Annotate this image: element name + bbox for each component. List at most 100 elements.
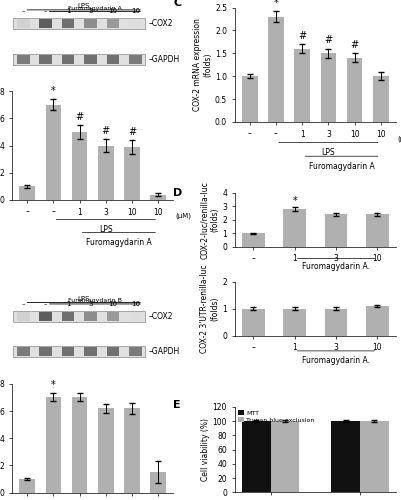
- Bar: [283, 209, 305, 247]
- Text: (μM): (μM): [397, 136, 401, 142]
- Text: 1: 1: [66, 301, 70, 307]
- Text: 3: 3: [88, 301, 93, 307]
- Bar: [72, 132, 87, 200]
- Bar: [150, 472, 166, 492]
- Bar: [84, 347, 97, 356]
- Bar: [330, 421, 359, 492]
- Bar: [62, 347, 74, 356]
- Bar: [270, 421, 298, 492]
- Bar: [17, 54, 29, 64]
- Text: –GAPDH: –GAPDH: [148, 347, 180, 356]
- Text: #: #: [298, 30, 306, 40]
- Bar: [365, 214, 388, 247]
- Bar: [129, 20, 141, 28]
- Text: –: –: [44, 8, 47, 14]
- Bar: [241, 309, 264, 336]
- Bar: [106, 20, 119, 28]
- Text: Furomagydarin A.: Furomagydarin A.: [301, 356, 369, 365]
- Bar: [17, 20, 29, 28]
- Bar: [17, 347, 29, 356]
- Bar: [320, 54, 335, 122]
- Text: E: E: [173, 400, 180, 410]
- Text: LPS: LPS: [99, 225, 112, 234]
- Bar: [13, 18, 145, 29]
- Bar: [346, 58, 362, 122]
- Legend: MTT, Trypan blue exclusion: MTT, Trypan blue exclusion: [237, 410, 314, 423]
- Bar: [267, 16, 283, 122]
- Text: –: –: [22, 8, 25, 14]
- Bar: [324, 309, 346, 336]
- Text: Furomagydarin A: Furomagydarin A: [68, 6, 122, 10]
- Text: –GAPDH: –GAPDH: [148, 54, 180, 64]
- Bar: [72, 398, 87, 492]
- Text: 10: 10: [130, 301, 140, 307]
- Bar: [13, 311, 145, 322]
- Bar: [106, 312, 119, 321]
- Text: *: *: [292, 196, 296, 205]
- Bar: [84, 20, 97, 28]
- Bar: [98, 408, 113, 492]
- Text: #: #: [324, 35, 332, 45]
- Text: #: #: [350, 40, 358, 50]
- Bar: [39, 54, 52, 64]
- Bar: [372, 76, 388, 122]
- Bar: [241, 234, 264, 247]
- Text: Furomagydarin A.: Furomagydarin A.: [301, 262, 369, 272]
- Text: *: *: [273, 0, 278, 8]
- Y-axis label: Cell viability (%): Cell viability (%): [200, 418, 209, 481]
- Text: 10: 10: [108, 301, 117, 307]
- Text: Furomagydarin A: Furomagydarin A: [308, 162, 373, 171]
- Bar: [324, 214, 346, 247]
- Bar: [124, 147, 140, 200]
- Bar: [106, 347, 119, 356]
- Bar: [39, 20, 52, 28]
- Bar: [62, 54, 74, 64]
- Y-axis label: COX-2 3'UTR-renilla-luc
(folds): COX-2 3'UTR-renilla-luc (folds): [199, 264, 219, 353]
- Text: C: C: [173, 0, 181, 8]
- Text: LPS: LPS: [77, 296, 90, 302]
- Text: *: *: [51, 86, 56, 96]
- Bar: [45, 398, 61, 492]
- Bar: [129, 54, 141, 64]
- Bar: [294, 48, 309, 122]
- Bar: [365, 306, 388, 336]
- Bar: [129, 347, 141, 356]
- Bar: [39, 312, 52, 321]
- Bar: [13, 54, 145, 64]
- Text: 10: 10: [108, 8, 117, 14]
- Bar: [241, 76, 257, 122]
- Text: LPS: LPS: [77, 3, 90, 9]
- Text: –: –: [22, 301, 25, 307]
- Bar: [241, 421, 270, 492]
- Text: (μM): (μM): [175, 213, 191, 220]
- Bar: [62, 312, 74, 321]
- Bar: [45, 105, 61, 200]
- Bar: [39, 347, 52, 356]
- Text: LPS: LPS: [321, 148, 334, 157]
- Bar: [98, 146, 113, 200]
- Text: 3: 3: [88, 8, 93, 14]
- Bar: [129, 312, 141, 321]
- Text: Furomagydarin A: Furomagydarin A: [86, 238, 152, 247]
- Text: –COX2: –COX2: [148, 20, 173, 28]
- Text: 10: 10: [130, 8, 140, 14]
- Text: 1: 1: [66, 8, 70, 14]
- Text: #: #: [101, 126, 109, 136]
- Bar: [19, 479, 35, 492]
- Y-axis label: COX-2-luc/renilla-luc
(folds): COX-2-luc/renilla-luc (folds): [199, 181, 219, 258]
- Text: Furomagydarin B: Furomagydarin B: [68, 298, 122, 304]
- Bar: [106, 54, 119, 64]
- Bar: [19, 186, 35, 200]
- Bar: [84, 54, 97, 64]
- Text: –: –: [44, 301, 47, 307]
- Text: D: D: [173, 188, 182, 198]
- Bar: [124, 408, 140, 492]
- Bar: [84, 312, 97, 321]
- Bar: [17, 312, 29, 321]
- Bar: [13, 346, 145, 357]
- Text: –COX2: –COX2: [148, 312, 173, 321]
- Bar: [62, 20, 74, 28]
- Y-axis label: COX-2 mRNA expression
(folds): COX-2 mRNA expression (folds): [192, 18, 212, 111]
- Text: #: #: [128, 127, 136, 137]
- Bar: [359, 421, 388, 492]
